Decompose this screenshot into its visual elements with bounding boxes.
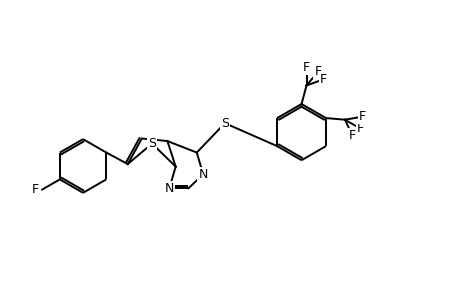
Text: S: S — [148, 137, 156, 150]
Text: F: F — [32, 183, 39, 196]
Text: N: N — [164, 182, 174, 195]
Text: F: F — [314, 65, 321, 78]
Text: F: F — [302, 61, 309, 74]
Text: N: N — [198, 168, 207, 181]
Text: F: F — [358, 110, 365, 123]
Text: F: F — [356, 122, 363, 135]
Text: S: S — [220, 117, 229, 130]
Text: F: F — [319, 73, 326, 86]
Text: F: F — [348, 129, 355, 142]
